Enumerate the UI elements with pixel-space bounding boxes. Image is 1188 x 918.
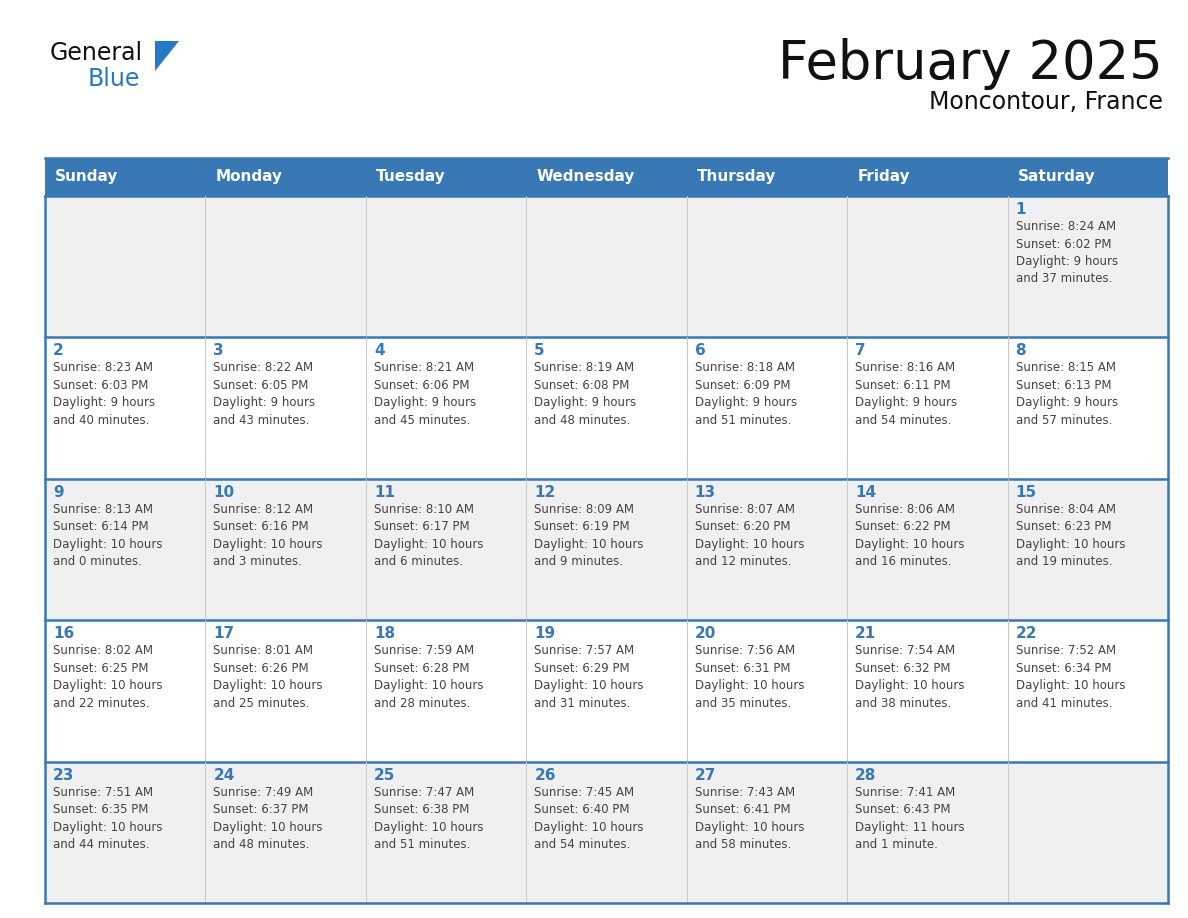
Text: Sunrise: 8:16 AM
Sunset: 6:11 PM
Daylight: 9 hours
and 54 minutes.: Sunrise: 8:16 AM Sunset: 6:11 PM Dayligh…: [855, 362, 958, 427]
Text: Sunrise: 8:22 AM
Sunset: 6:05 PM
Daylight: 9 hours
and 43 minutes.: Sunrise: 8:22 AM Sunset: 6:05 PM Dayligh…: [214, 362, 316, 427]
Bar: [45, 196, 1168, 338]
Bar: [45, 158, 1168, 196]
Text: Sunrise: 8:24 AM
Sunset: 6:02 PM
Daylight: 9 hours
and 37 minutes.: Sunrise: 8:24 AM Sunset: 6:02 PM Dayligh…: [1016, 220, 1118, 285]
Text: Sunrise: 7:54 AM
Sunset: 6:32 PM
Daylight: 10 hours
and 38 minutes.: Sunrise: 7:54 AM Sunset: 6:32 PM Dayligh…: [855, 644, 965, 710]
Bar: [45, 479, 1168, 621]
Text: 2: 2: [53, 343, 64, 358]
Text: 12: 12: [535, 485, 556, 499]
Text: Sunrise: 8:10 AM
Sunset: 6:17 PM
Daylight: 10 hours
and 6 minutes.: Sunrise: 8:10 AM Sunset: 6:17 PM Dayligh…: [374, 503, 484, 568]
Text: General: General: [50, 41, 143, 65]
Text: 18: 18: [374, 626, 394, 641]
Text: Saturday: Saturday: [1018, 170, 1095, 185]
Text: 26: 26: [535, 767, 556, 783]
Text: 15: 15: [1016, 485, 1037, 499]
Text: 24: 24: [214, 767, 235, 783]
Text: 23: 23: [53, 767, 75, 783]
Bar: [45, 621, 1168, 762]
Text: Thursday: Thursday: [696, 170, 776, 185]
Text: 6: 6: [695, 343, 706, 358]
Text: 25: 25: [374, 767, 396, 783]
Text: Sunrise: 8:21 AM
Sunset: 6:06 PM
Daylight: 9 hours
and 45 minutes.: Sunrise: 8:21 AM Sunset: 6:06 PM Dayligh…: [374, 362, 476, 427]
Text: 13: 13: [695, 485, 716, 499]
Text: Wednesday: Wednesday: [536, 170, 634, 185]
Text: 16: 16: [53, 626, 74, 641]
Text: Sunrise: 8:15 AM
Sunset: 6:13 PM
Daylight: 9 hours
and 57 minutes.: Sunrise: 8:15 AM Sunset: 6:13 PM Dayligh…: [1016, 362, 1118, 427]
Text: Sunrise: 8:02 AM
Sunset: 6:25 PM
Daylight: 10 hours
and 22 minutes.: Sunrise: 8:02 AM Sunset: 6:25 PM Dayligh…: [53, 644, 163, 710]
Text: Sunrise: 8:12 AM
Sunset: 6:16 PM
Daylight: 10 hours
and 3 minutes.: Sunrise: 8:12 AM Sunset: 6:16 PM Dayligh…: [214, 503, 323, 568]
Text: Moncontour, France: Moncontour, France: [929, 90, 1163, 114]
Text: Sunrise: 8:04 AM
Sunset: 6:23 PM
Daylight: 10 hours
and 19 minutes.: Sunrise: 8:04 AM Sunset: 6:23 PM Dayligh…: [1016, 503, 1125, 568]
Text: 14: 14: [855, 485, 877, 499]
Polygon shape: [154, 41, 179, 71]
Text: 4: 4: [374, 343, 385, 358]
Text: Sunrise: 7:41 AM
Sunset: 6:43 PM
Daylight: 11 hours
and 1 minute.: Sunrise: 7:41 AM Sunset: 6:43 PM Dayligh…: [855, 786, 965, 851]
Text: 8: 8: [1016, 343, 1026, 358]
Text: Sunrise: 8:23 AM
Sunset: 6:03 PM
Daylight: 9 hours
and 40 minutes.: Sunrise: 8:23 AM Sunset: 6:03 PM Dayligh…: [53, 362, 156, 427]
Text: 9: 9: [53, 485, 64, 499]
Text: Sunrise: 7:49 AM
Sunset: 6:37 PM
Daylight: 10 hours
and 48 minutes.: Sunrise: 7:49 AM Sunset: 6:37 PM Dayligh…: [214, 786, 323, 851]
Text: Sunrise: 7:52 AM
Sunset: 6:34 PM
Daylight: 10 hours
and 41 minutes.: Sunrise: 7:52 AM Sunset: 6:34 PM Dayligh…: [1016, 644, 1125, 710]
Text: 10: 10: [214, 485, 234, 499]
Text: Sunrise: 8:06 AM
Sunset: 6:22 PM
Daylight: 10 hours
and 16 minutes.: Sunrise: 8:06 AM Sunset: 6:22 PM Dayligh…: [855, 503, 965, 568]
Text: Sunrise: 8:01 AM
Sunset: 6:26 PM
Daylight: 10 hours
and 25 minutes.: Sunrise: 8:01 AM Sunset: 6:26 PM Dayligh…: [214, 644, 323, 710]
Text: Sunrise: 7:51 AM
Sunset: 6:35 PM
Daylight: 10 hours
and 44 minutes.: Sunrise: 7:51 AM Sunset: 6:35 PM Dayligh…: [53, 786, 163, 851]
Text: Sunrise: 8:19 AM
Sunset: 6:08 PM
Daylight: 9 hours
and 48 minutes.: Sunrise: 8:19 AM Sunset: 6:08 PM Dayligh…: [535, 362, 637, 427]
Text: February 2025: February 2025: [778, 38, 1163, 90]
Text: Sunrise: 8:18 AM
Sunset: 6:09 PM
Daylight: 9 hours
and 51 minutes.: Sunrise: 8:18 AM Sunset: 6:09 PM Dayligh…: [695, 362, 797, 427]
Text: 3: 3: [214, 343, 225, 358]
Text: Sunrise: 7:45 AM
Sunset: 6:40 PM
Daylight: 10 hours
and 54 minutes.: Sunrise: 7:45 AM Sunset: 6:40 PM Dayligh…: [535, 786, 644, 851]
Text: 1: 1: [1016, 202, 1026, 217]
Text: 7: 7: [855, 343, 866, 358]
Text: Sunrise: 8:09 AM
Sunset: 6:19 PM
Daylight: 10 hours
and 9 minutes.: Sunrise: 8:09 AM Sunset: 6:19 PM Dayligh…: [535, 503, 644, 568]
Text: Tuesday: Tuesday: [375, 170, 446, 185]
Text: 5: 5: [535, 343, 545, 358]
Bar: [45, 762, 1168, 903]
Text: Friday: Friday: [858, 170, 910, 185]
Text: 28: 28: [855, 767, 877, 783]
Text: Sunrise: 8:07 AM
Sunset: 6:20 PM
Daylight: 10 hours
and 12 minutes.: Sunrise: 8:07 AM Sunset: 6:20 PM Dayligh…: [695, 503, 804, 568]
Text: Sunrise: 8:13 AM
Sunset: 6:14 PM
Daylight: 10 hours
and 0 minutes.: Sunrise: 8:13 AM Sunset: 6:14 PM Dayligh…: [53, 503, 163, 568]
Text: Sunrise: 7:56 AM
Sunset: 6:31 PM
Daylight: 10 hours
and 35 minutes.: Sunrise: 7:56 AM Sunset: 6:31 PM Dayligh…: [695, 644, 804, 710]
Text: Sunrise: 7:47 AM
Sunset: 6:38 PM
Daylight: 10 hours
and 51 minutes.: Sunrise: 7:47 AM Sunset: 6:38 PM Dayligh…: [374, 786, 484, 851]
Text: 20: 20: [695, 626, 716, 641]
Text: Sunrise: 7:57 AM
Sunset: 6:29 PM
Daylight: 10 hours
and 31 minutes.: Sunrise: 7:57 AM Sunset: 6:29 PM Dayligh…: [535, 644, 644, 710]
Text: Sunrise: 7:43 AM
Sunset: 6:41 PM
Daylight: 10 hours
and 58 minutes.: Sunrise: 7:43 AM Sunset: 6:41 PM Dayligh…: [695, 786, 804, 851]
Text: Sunrise: 7:59 AM
Sunset: 6:28 PM
Daylight: 10 hours
and 28 minutes.: Sunrise: 7:59 AM Sunset: 6:28 PM Dayligh…: [374, 644, 484, 710]
Text: Monday: Monday: [215, 170, 283, 185]
Text: Sunday: Sunday: [55, 170, 119, 185]
Text: 11: 11: [374, 485, 394, 499]
Bar: [45, 338, 1168, 479]
Text: 17: 17: [214, 626, 234, 641]
Text: 19: 19: [535, 626, 556, 641]
Text: 27: 27: [695, 767, 716, 783]
Text: Blue: Blue: [88, 67, 140, 91]
Text: 21: 21: [855, 626, 877, 641]
Text: 22: 22: [1016, 626, 1037, 641]
